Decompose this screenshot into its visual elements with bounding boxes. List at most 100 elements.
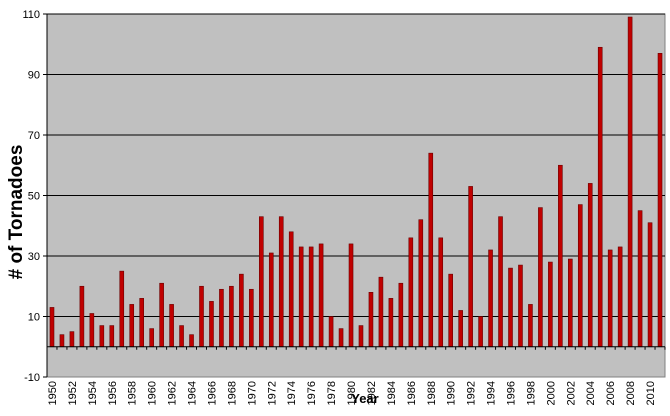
bar-1970 <box>249 288 254 348</box>
x-tick-label: 1974 <box>286 381 298 405</box>
bar-1973 <box>278 216 284 348</box>
x-tick-label: 2008 <box>625 381 637 405</box>
x-tick-label: 1970 <box>246 381 258 405</box>
bar-1964 <box>189 334 194 348</box>
bar-1952 <box>69 331 75 348</box>
x-tick-label: 1968 <box>226 381 238 405</box>
bar-1993 <box>478 316 483 348</box>
x-tick-label: 1982 <box>366 381 378 405</box>
bar-2001 <box>558 164 563 348</box>
bar-1950 <box>49 307 55 348</box>
bar-1966 <box>209 301 214 348</box>
bar-1996 <box>508 267 513 348</box>
x-tick-label: 1980 <box>346 381 358 405</box>
y-tick-label: 90 <box>28 70 40 82</box>
bar-1961 <box>159 282 164 348</box>
x-tick-label: 1998 <box>525 381 537 405</box>
bar-1985 <box>398 282 404 348</box>
bar-1975 <box>298 246 304 348</box>
x-tick-label: 1990 <box>446 381 458 405</box>
x-tick-label: 1984 <box>386 381 398 405</box>
x-tick-label: 1966 <box>206 381 218 405</box>
bar-1978 <box>328 316 334 348</box>
bar-1987 <box>418 219 424 348</box>
bar-1988 <box>428 152 434 348</box>
x-tick-label: 1954 <box>87 381 99 405</box>
bar-1974 <box>288 231 294 348</box>
bar-1962 <box>169 304 174 348</box>
bar-1999 <box>538 207 543 348</box>
bar-1956 <box>109 325 115 348</box>
x-tick-label: 2002 <box>565 381 577 405</box>
x-tick-label: 1956 <box>107 381 119 405</box>
bar-1976 <box>308 246 314 348</box>
bar-2011 <box>657 53 663 348</box>
x-tick-label: 2004 <box>585 381 597 405</box>
x-axis-title: Year <box>351 391 378 406</box>
bar-2006 <box>607 249 613 348</box>
x-tick-label: 1950 <box>47 381 59 405</box>
x-tick-label: 1988 <box>426 381 438 405</box>
bar-1958 <box>129 304 135 348</box>
x-tick-label: 1952 <box>67 381 79 405</box>
bar-1982 <box>368 291 374 348</box>
bar-1953 <box>79 285 85 348</box>
bar-1980 <box>348 243 354 348</box>
bar-1994 <box>488 249 493 348</box>
x-tick-label: 1976 <box>306 381 318 405</box>
bar-1972 <box>268 252 274 348</box>
y-tick-label: 30 <box>28 251 40 263</box>
bars <box>49 16 663 348</box>
x-tick-label: 1964 <box>187 381 199 405</box>
bar-2002 <box>568 258 573 348</box>
bar-1959 <box>139 298 144 348</box>
y-tick-label: 110 <box>22 9 40 21</box>
x-tick-label: 1978 <box>326 381 338 405</box>
bar-1967 <box>219 288 224 348</box>
bar-2000 <box>548 261 553 348</box>
y-tick-label: 50 <box>28 191 40 203</box>
bar-1986 <box>408 237 414 348</box>
bar-1965 <box>199 285 204 348</box>
bar-1995 <box>498 216 503 348</box>
x-tick-label: 2000 <box>545 381 557 405</box>
y-tick-label: 70 <box>28 130 40 142</box>
y-axis-ticks: -10 10 30 50 70 90 110 <box>22 9 47 384</box>
bar-2007 <box>617 246 623 348</box>
bar-1951 <box>59 334 65 348</box>
bar-1969 <box>239 273 244 348</box>
bar-1963 <box>179 325 184 348</box>
y-tick-label: 10 <box>28 312 40 324</box>
bar-2005 <box>597 46 603 348</box>
bar-2004 <box>587 183 593 348</box>
x-tick-label: 1986 <box>406 381 418 405</box>
x-tick-label: 2010 <box>645 381 657 405</box>
bar-1954 <box>89 313 95 348</box>
bar-1971 <box>259 216 264 348</box>
bar-1960 <box>149 328 154 348</box>
x-tick-label: 1992 <box>466 381 478 405</box>
bar-2003 <box>577 204 583 348</box>
x-tick-label: 2006 <box>605 381 617 405</box>
y-tick-label: -10 <box>24 372 40 384</box>
bar-2010 <box>647 222 653 348</box>
x-tick-label: 1972 <box>266 381 278 405</box>
bar-1955 <box>99 325 105 348</box>
bar-1989 <box>438 237 444 348</box>
y-axis-title: # of Tornadoes <box>6 145 27 280</box>
bar-1997 <box>518 264 523 348</box>
bar-1981 <box>358 325 364 348</box>
bar-1979 <box>338 328 344 348</box>
bar-1968 <box>229 285 234 348</box>
bar-1992 <box>468 186 473 348</box>
bar-1983 <box>378 276 384 348</box>
x-tick-label: 1996 <box>506 381 518 405</box>
x-tick-label: 1960 <box>147 381 159 405</box>
bar-2008 <box>627 16 633 348</box>
bar-2009 <box>637 210 643 348</box>
x-tick-label: 1994 <box>486 381 498 405</box>
bar-1957 <box>119 270 125 348</box>
x-axis-ticks: 1950 1952 1954 1956 1958 1960 1962 1964 1966 1968… <box>47 346 666 405</box>
